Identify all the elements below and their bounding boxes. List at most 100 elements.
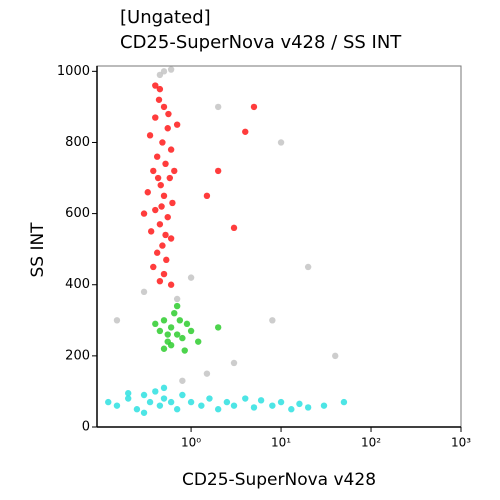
point [152,388,159,395]
point [150,263,157,271]
x-tick-label: 10⁰ [181,436,201,450]
chart-subtitle: CD25-SuperNova v428 / SS INT [120,32,402,53]
point [173,302,181,310]
point [195,338,202,345]
x-tick-label: 10² [361,436,381,450]
point [159,242,166,249]
point [144,189,151,196]
point [160,384,168,392]
point [164,125,171,132]
point [164,331,171,338]
point [187,274,195,281]
point [296,400,303,408]
point [214,103,222,111]
point [230,359,238,367]
point [320,402,328,409]
point [160,103,168,111]
point [160,345,168,352]
point [250,404,258,411]
point [206,395,213,402]
point [146,398,154,406]
point [203,192,211,200]
point [198,402,205,409]
point [159,139,166,146]
point [171,167,178,175]
point [152,114,159,121]
point [156,71,164,79]
point [230,402,238,409]
point [105,398,112,406]
point [113,402,121,409]
point [153,153,161,160]
point [250,103,258,111]
point [167,341,175,349]
point [157,181,164,189]
point [269,317,276,324]
y-tick-label: 200 [65,348,90,363]
point [164,213,171,221]
point [187,327,195,335]
point [304,263,312,271]
point [167,235,175,242]
point [257,397,265,404]
point [140,288,148,296]
point [203,370,211,377]
point [140,391,148,399]
point [214,167,222,175]
chart-title: [Ungated] [120,7,211,28]
point [155,96,163,103]
point [167,324,175,331]
point [158,203,165,210]
point [156,402,164,409]
point [277,398,285,406]
x-tick-label: 10¹ [271,436,291,450]
point [169,199,176,207]
point [152,82,159,89]
point [160,395,168,402]
point [288,406,295,413]
point [154,174,162,182]
y-tick-label: 800 [65,135,90,150]
point [167,66,175,73]
point [214,324,222,331]
point [156,221,164,228]
y-tick-label: 0 [82,420,90,435]
point [113,317,121,324]
point [162,160,169,168]
point [332,352,339,360]
point [140,409,148,416]
point [179,334,186,342]
point [171,309,178,317]
y-axis-label: SS INT [28,222,48,278]
point [242,395,249,402]
x-axis-label: CD25-SuperNova v428 [182,470,376,490]
point [223,398,231,406]
point [277,139,285,146]
point [156,327,164,335]
point [214,406,222,413]
point [340,398,348,406]
point [179,391,186,399]
point [125,395,132,402]
point [167,398,175,406]
point [173,295,181,303]
point [181,347,188,354]
point [173,331,181,338]
point [187,398,195,406]
point [152,206,159,214]
y-tick-label: 600 [65,206,90,221]
point [146,132,154,139]
point [153,249,161,256]
point [269,402,276,409]
point [242,128,249,135]
point [167,146,175,153]
point [150,167,157,175]
point [179,377,186,384]
point [133,406,141,413]
point [165,110,172,118]
point [304,404,312,411]
y-tick-label: 400 [65,277,90,292]
point [156,85,164,93]
point [125,390,132,397]
